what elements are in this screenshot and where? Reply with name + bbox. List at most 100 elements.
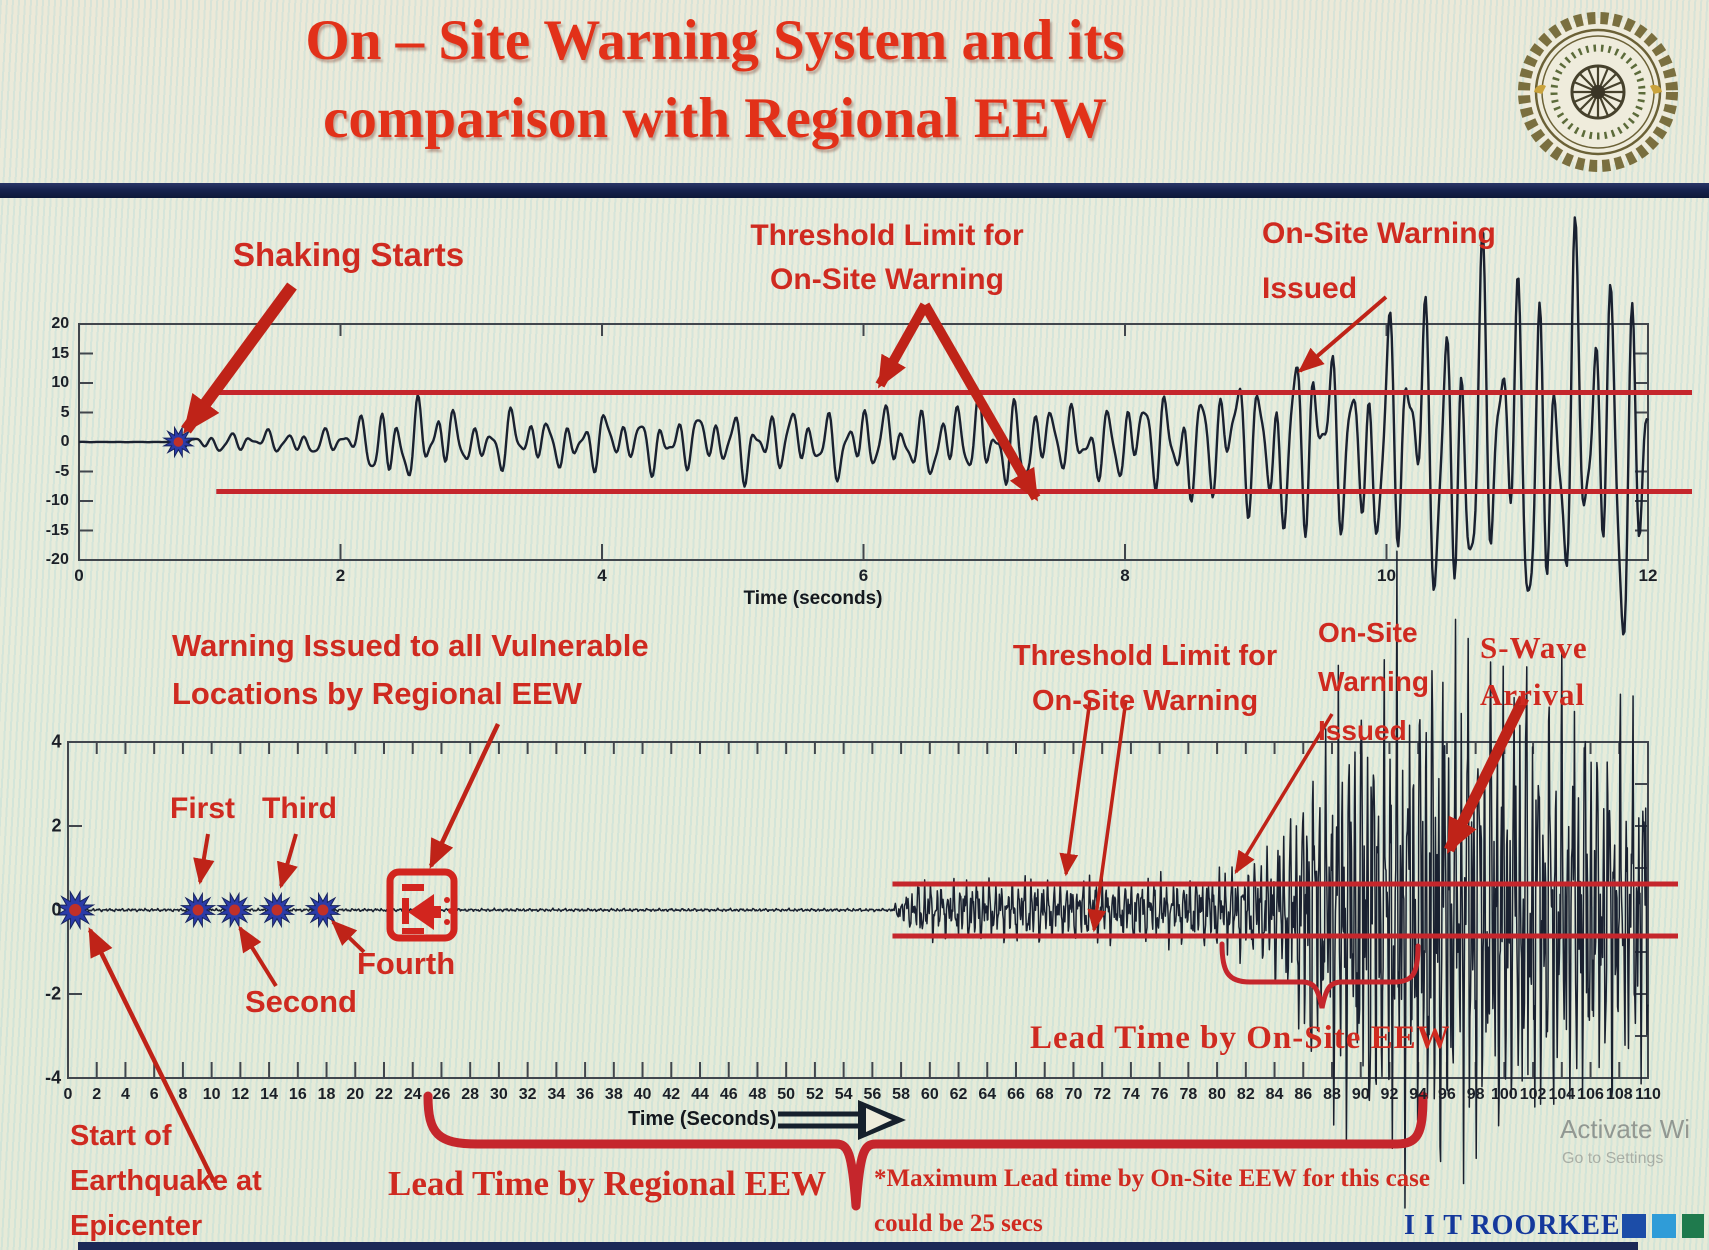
- axis-tick-label: 0: [51, 899, 62, 920]
- axis-tick-label: 20: [51, 315, 70, 332]
- axis-tick-label: 4: [121, 1086, 130, 1103]
- axis-tick-label: 16: [288, 1086, 307, 1103]
- axis-tick-label: 26: [432, 1086, 451, 1103]
- axis-tick-label: 80: [1208, 1086, 1226, 1103]
- onsite-issued-bottom-line3: Issued: [1318, 715, 1407, 746]
- p-wave-star-center: [317, 904, 329, 916]
- axis-tick-label: 52: [806, 1086, 824, 1103]
- axis-tick-label: 32: [518, 1086, 537, 1103]
- axis-tick-label: 20: [346, 1086, 365, 1103]
- axis-tick-label: 44: [691, 1086, 709, 1103]
- axis-tick-label: 14: [260, 1086, 278, 1103]
- axis-tick-label: 64: [978, 1086, 997, 1103]
- lead-time-onsite-label: Lead Time by On-Site EEW: [1030, 1020, 1451, 1056]
- axis-tick-label: 104: [1548, 1086, 1576, 1103]
- max-lead-time-note-line2: could be 25 secs: [874, 1210, 1043, 1237]
- axis-tick-label: 6: [149, 1086, 159, 1103]
- axis-tick-label: 106: [1577, 1086, 1604, 1103]
- axis-tick-label: 68: [1035, 1086, 1054, 1103]
- axis-tick-label: 50: [777, 1086, 796, 1103]
- axis-tick-label: 2: [92, 1086, 102, 1103]
- axis-tick-label: 70: [1064, 1086, 1083, 1103]
- threshold-limit-bottom-line1: Threshold Limit for: [1012, 640, 1278, 672]
- threshold-limit-label-top: Threshold Limit for On-Site Warning: [722, 214, 1052, 302]
- axis-tick-label: 94: [1409, 1086, 1428, 1103]
- p-wave-star-center: [192, 904, 204, 916]
- onsite-issued-top-line2: Issued: [1262, 272, 1358, 305]
- axis-tick-label: 76: [1150, 1086, 1169, 1103]
- p-wave-star-center: [173, 437, 184, 447]
- axis-tick-label: 0: [74, 566, 84, 585]
- epicenter-start-label: Start of Earthquake at Epicenter: [70, 1114, 262, 1249]
- axis-tick-label: 30: [490, 1086, 508, 1103]
- axis-tick-label: 82: [1236, 1086, 1255, 1103]
- axis-tick-label: 42: [662, 1086, 681, 1103]
- epicenter-line3: Epicenter: [70, 1210, 203, 1242]
- axis-tick-label: -5: [55, 462, 70, 480]
- regional-warning-line2: Locations by Regional EEW: [172, 676, 582, 711]
- axis-tick-label: 24: [403, 1086, 422, 1103]
- lead-time-regional-bracket: [423, 1091, 1428, 1211]
- axis-tick-label: 0: [60, 433, 70, 450]
- axis-tick-label: 38: [604, 1086, 623, 1103]
- axis-tick-label: 4: [597, 566, 607, 585]
- axis-tick-label: 0: [63, 1086, 73, 1103]
- second-warning-arrow: [238, 925, 278, 988]
- axis-tick-label: 10: [1377, 566, 1396, 585]
- logo-right-ornament: [1650, 84, 1662, 94]
- axis-tick-label: 15: [51, 344, 70, 362]
- s-wave-line2: Arrival: [1480, 677, 1586, 712]
- onsite-issued-arrow-bottom: [1234, 713, 1334, 875]
- footer-square-dark-blue: [1622, 1214, 1646, 1238]
- p-wave-star-center: [229, 904, 241, 916]
- logo-chakra-rim: [1570, 64, 1626, 120]
- epicenter-line1: Start of: [70, 1120, 172, 1152]
- axis-tick-label: 4: [51, 731, 62, 752]
- onsite-issued-top-line1: On-Site Warning: [1262, 217, 1496, 250]
- fourth-warning-arrow: [330, 920, 366, 954]
- axis-tick-label: 36: [576, 1086, 594, 1103]
- axis-tick-label: 62: [949, 1086, 968, 1103]
- s-wave-line1: S-Wave: [1480, 630, 1588, 665]
- axis-tick-label: 58: [892, 1086, 910, 1103]
- max-lead-time-note-line1: *Maximum Lead time by On-Site EEW for th…: [874, 1165, 1431, 1192]
- first-warning-label: First: [170, 792, 236, 825]
- onsite-warning-issued-label-top: On-Site Warning Issued: [1262, 206, 1496, 316]
- axis-tick-label: 84: [1265, 1086, 1284, 1103]
- axis-tick-label: 48: [748, 1086, 767, 1103]
- onsite-issued-bottom-line2: Warning: [1318, 666, 1429, 697]
- bottom-threshold-lower-arrow: [1087, 699, 1128, 933]
- epicenter-arrow: [87, 927, 217, 1183]
- onsite-issued-bottom-line1: On-Site: [1318, 617, 1418, 648]
- max-lead-time-note: *Maximum Lead time by On-Site EEW for th…: [874, 1156, 1430, 1246]
- logo-hub: [1591, 85, 1605, 99]
- s-wave-arrival-label: S-Wave Arrival: [1480, 624, 1588, 718]
- axis-tick-label: 108: [1605, 1086, 1633, 1103]
- axis-tick-label: 8: [178, 1086, 188, 1103]
- axis-tick-label: 8: [1120, 566, 1130, 585]
- axis-tick-label: 74: [1122, 1086, 1140, 1103]
- axis-tick-label: 86: [1294, 1086, 1313, 1103]
- s-wave-arrival-arrow: [1444, 695, 1529, 854]
- axis-tick-label: 40: [633, 1086, 652, 1103]
- shaking-starts-arrow: [181, 282, 297, 434]
- axis-tick-label: 12: [231, 1086, 250, 1103]
- axis-tick-label: 78: [1179, 1086, 1198, 1103]
- p-wave-star-center: [69, 903, 82, 917]
- windows-activate-watermark: Activate Wi: [1560, 1114, 1691, 1144]
- threshold-limit-top-line1: Threshold Limit for: [750, 219, 1024, 252]
- axis-tick-label: 56: [863, 1086, 882, 1103]
- onsite-issued-arrow-top: [1297, 295, 1388, 373]
- threshold-upper-arrow: [875, 302, 930, 389]
- axis-tick-label: 10: [51, 374, 70, 391]
- axis-tick-label: -4: [45, 1067, 62, 1088]
- axis-tick-label: 10: [202, 1086, 221, 1103]
- axis-tick-label: 66: [1007, 1086, 1025, 1103]
- shaking-starts-label: Shaking Starts: [233, 236, 465, 273]
- axis-tick-label: 2: [51, 815, 62, 836]
- regional-warning-line1: Warning Issued to all Vulnerable: [172, 628, 649, 663]
- axis-tick-label: 92: [1380, 1086, 1399, 1103]
